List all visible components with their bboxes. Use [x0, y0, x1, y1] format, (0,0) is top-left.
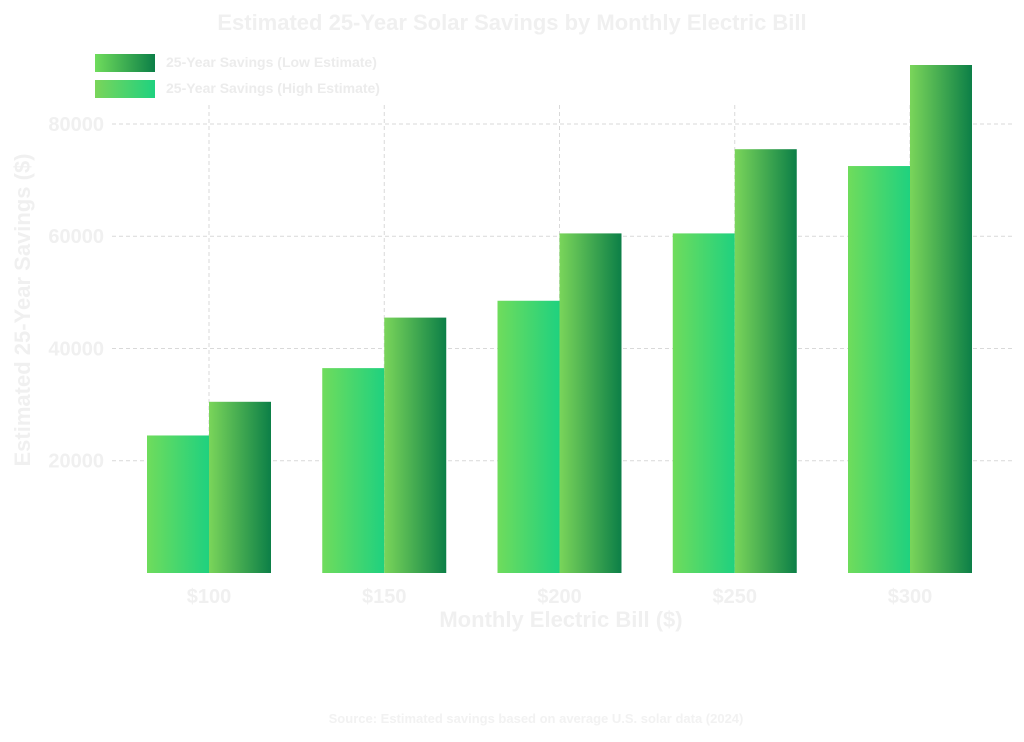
source-note: Source: Estimated savings based on avera… — [329, 711, 744, 726]
x-tick-label: $150 — [362, 586, 407, 608]
legend-label-low: 25-Year Savings (Low Estimate) — [166, 54, 377, 70]
bar-high-estimate — [910, 65, 972, 573]
x-tick-label: $300 — [888, 586, 933, 608]
y-axis-label: Estimated 25-Year Savings ($) — [10, 153, 35, 466]
legend-swatch-high — [95, 80, 155, 98]
legend-label-high: 25-Year Savings (High Estimate) — [166, 80, 380, 96]
legend-swatch-low — [95, 54, 155, 72]
bar-high-estimate — [209, 401, 271, 573]
bar-high-estimate — [384, 317, 447, 573]
y-tick-label: 60000 — [48, 226, 104, 248]
legend: 25-Year Savings (Low Estimate) 25-Year S… — [95, 54, 380, 98]
bar-low-estimate — [322, 368, 385, 573]
y-tick-label: 20000 — [48, 451, 104, 473]
y-tick-label: 80000 — [48, 114, 104, 136]
x-tick-label: $100 — [187, 586, 232, 608]
y-tick-label: 40000 — [48, 338, 104, 360]
x-axis-label: Monthly Electric Bill ($) — [439, 607, 682, 632]
bars — [147, 65, 972, 573]
bar-low-estimate — [497, 300, 560, 573]
bar-low-estimate — [848, 166, 910, 573]
x-tick-label: $250 — [713, 586, 758, 608]
x-axis-ticks: $100 $150 $200 $250 $300 — [187, 586, 933, 608]
bar-low-estimate — [672, 233, 735, 573]
chart-title: Estimated 25-Year Solar Savings by Month… — [217, 10, 806, 35]
bar-high-estimate — [734, 149, 797, 573]
x-tick-label: $200 — [537, 586, 582, 608]
y-axis-ticks: 20000 40000 60000 80000 — [48, 114, 104, 473]
bar-low-estimate — [147, 435, 209, 573]
bar-high-estimate — [559, 233, 622, 573]
